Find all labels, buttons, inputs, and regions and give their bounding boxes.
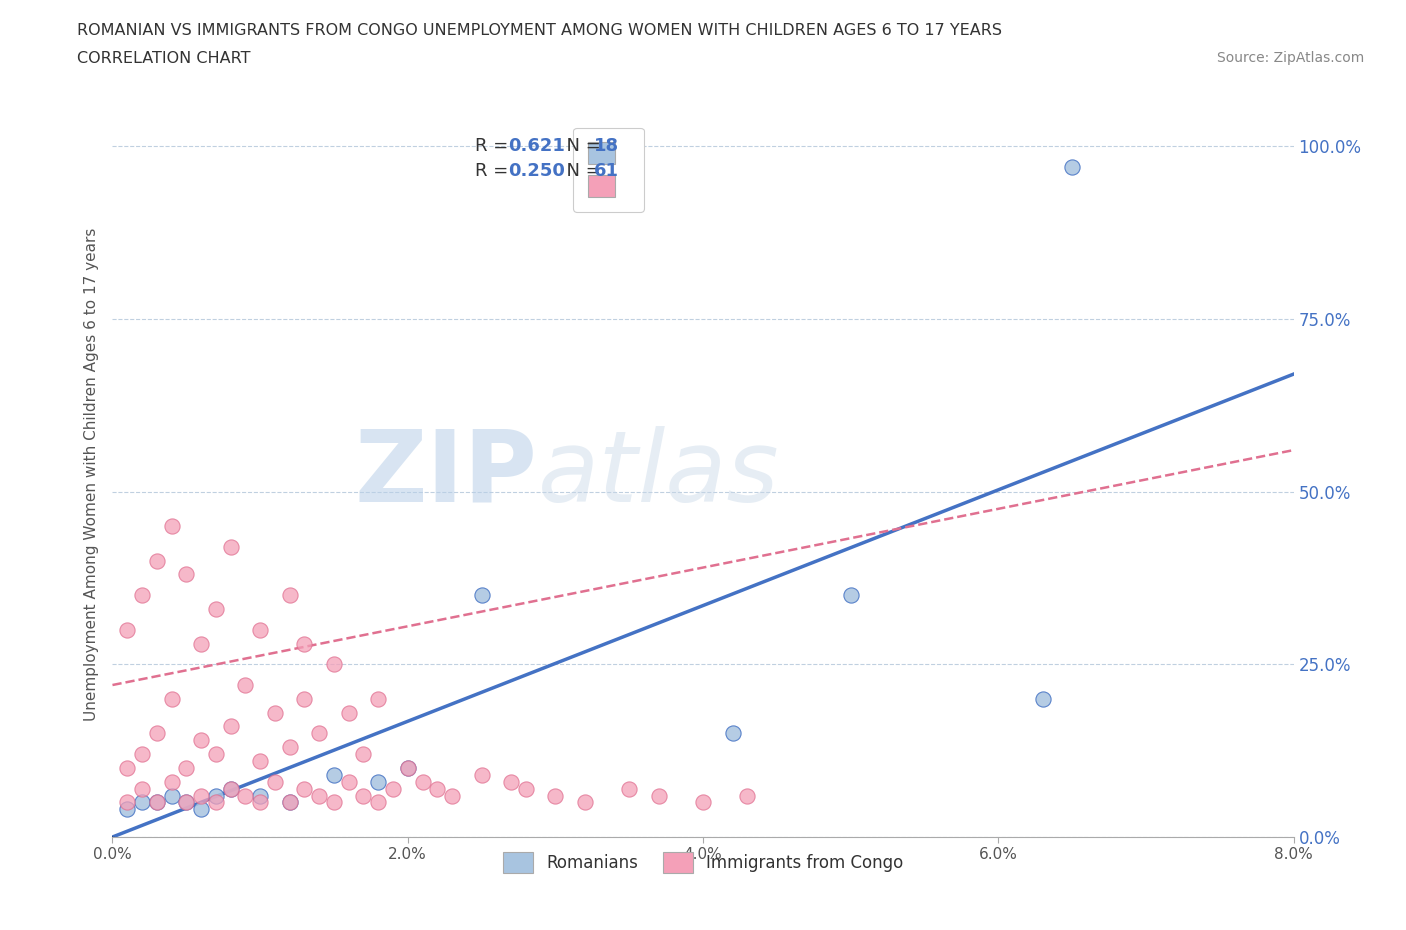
Point bbox=[292, 781, 315, 796]
Point bbox=[278, 795, 301, 810]
Point bbox=[174, 795, 197, 810]
Point bbox=[174, 761, 197, 776]
Point bbox=[146, 795, 169, 810]
Point bbox=[278, 795, 301, 810]
Point bbox=[515, 781, 537, 796]
Point bbox=[131, 747, 153, 762]
Y-axis label: Unemployment Among Women with Children Ages 6 to 17 years: Unemployment Among Women with Children A… bbox=[83, 228, 98, 721]
Point bbox=[278, 588, 301, 603]
Point bbox=[146, 553, 169, 568]
Point bbox=[337, 705, 360, 720]
Point bbox=[323, 767, 346, 782]
Point bbox=[190, 733, 212, 748]
Point bbox=[249, 795, 271, 810]
Point bbox=[205, 795, 228, 810]
Point bbox=[323, 795, 346, 810]
Point bbox=[323, 657, 346, 671]
Point bbox=[264, 775, 287, 790]
Point bbox=[249, 622, 271, 637]
Point bbox=[174, 567, 197, 582]
Point bbox=[352, 788, 374, 803]
Point bbox=[352, 747, 374, 762]
Point bbox=[264, 705, 287, 720]
Point bbox=[131, 781, 153, 796]
Text: 0.250: 0.250 bbox=[508, 163, 565, 180]
Point bbox=[233, 678, 256, 693]
Point bbox=[544, 788, 567, 803]
Point bbox=[278, 739, 301, 754]
Text: N =: N = bbox=[555, 163, 607, 180]
Point bbox=[160, 775, 183, 790]
Text: 0.621: 0.621 bbox=[508, 137, 565, 155]
Point bbox=[412, 775, 434, 790]
Point bbox=[367, 775, 389, 790]
Point bbox=[396, 761, 419, 776]
Point bbox=[131, 588, 153, 603]
Point bbox=[308, 788, 330, 803]
Point bbox=[131, 795, 153, 810]
Point bbox=[839, 588, 862, 603]
Point bbox=[647, 788, 671, 803]
Point bbox=[441, 788, 464, 803]
Point bbox=[426, 781, 449, 796]
Text: Source: ZipAtlas.com: Source: ZipAtlas.com bbox=[1216, 51, 1364, 65]
Legend: Romanians, Immigrants from Congo: Romanians, Immigrants from Congo bbox=[496, 845, 910, 880]
Point bbox=[219, 781, 242, 796]
Point bbox=[205, 602, 228, 617]
Point bbox=[737, 788, 759, 803]
Point bbox=[219, 719, 242, 734]
Point bbox=[471, 588, 494, 603]
Point bbox=[160, 788, 183, 803]
Point bbox=[249, 753, 271, 768]
Point bbox=[382, 781, 405, 796]
Point bbox=[146, 795, 169, 810]
Text: N =: N = bbox=[555, 137, 607, 155]
Text: CORRELATION CHART: CORRELATION CHART bbox=[77, 51, 250, 66]
Point bbox=[190, 788, 212, 803]
Point bbox=[367, 795, 389, 810]
Text: R =: R = bbox=[475, 163, 515, 180]
Point bbox=[337, 775, 360, 790]
Text: ZIP: ZIP bbox=[354, 426, 537, 523]
Text: 18: 18 bbox=[595, 137, 620, 155]
Point bbox=[174, 795, 197, 810]
Text: R =: R = bbox=[112, 836, 115, 837]
Point bbox=[117, 622, 138, 637]
Point bbox=[396, 761, 419, 776]
Point bbox=[692, 795, 714, 810]
Point bbox=[146, 726, 169, 741]
Text: atlas: atlas bbox=[537, 426, 779, 523]
Text: 61: 61 bbox=[595, 163, 620, 180]
Text: R =: R = bbox=[475, 137, 515, 155]
Point bbox=[619, 781, 641, 796]
Point bbox=[367, 691, 389, 706]
Point bbox=[160, 519, 183, 534]
Point bbox=[574, 795, 596, 810]
Point bbox=[205, 788, 228, 803]
Point bbox=[117, 802, 138, 817]
Point bbox=[233, 788, 256, 803]
Point bbox=[1032, 691, 1054, 706]
Point bbox=[292, 636, 315, 651]
Point bbox=[219, 781, 242, 796]
Point bbox=[471, 767, 494, 782]
Point bbox=[190, 636, 212, 651]
Text: ROMANIAN VS IMMIGRANTS FROM CONGO UNEMPLOYMENT AMONG WOMEN WITH CHILDREN AGES 6 : ROMANIAN VS IMMIGRANTS FROM CONGO UNEMPL… bbox=[77, 23, 1002, 38]
Point bbox=[308, 726, 330, 741]
Point bbox=[160, 691, 183, 706]
Point bbox=[219, 539, 242, 554]
Point bbox=[292, 691, 315, 706]
Point bbox=[117, 761, 138, 776]
Point bbox=[205, 747, 228, 762]
Point bbox=[190, 802, 212, 817]
Point bbox=[249, 788, 271, 803]
Point bbox=[117, 795, 138, 810]
Point bbox=[1062, 159, 1084, 174]
Point bbox=[501, 775, 523, 790]
Point bbox=[721, 726, 744, 741]
